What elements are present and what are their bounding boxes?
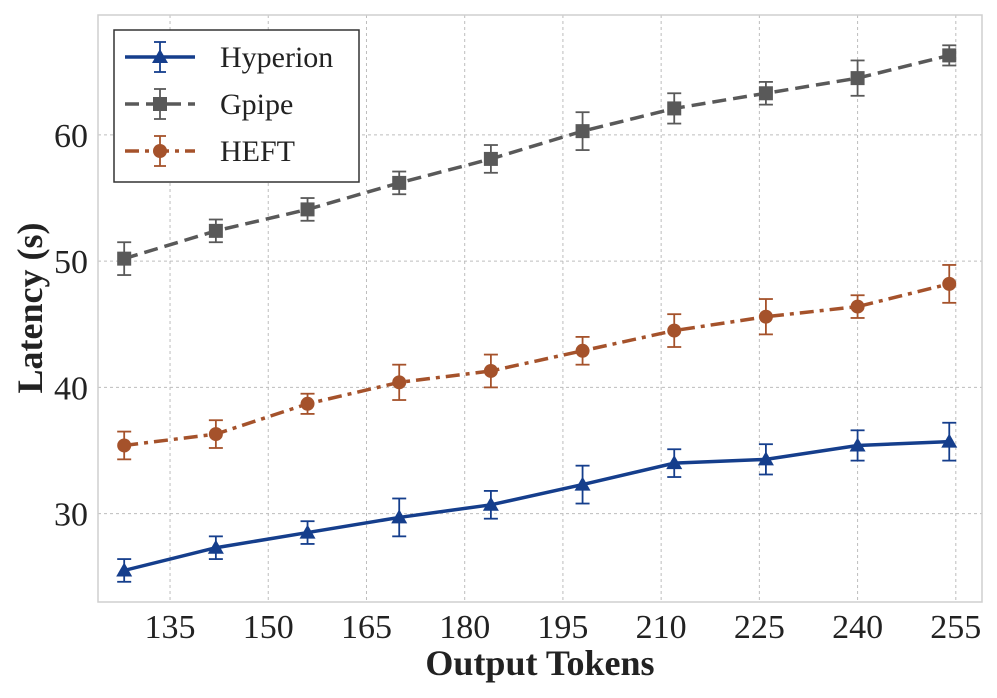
data-point-hyperion [849, 437, 866, 452]
x-tick-label: 255 [930, 609, 981, 646]
x-tick-label: 210 [636, 609, 687, 646]
legend-item-heft: HEFT [125, 135, 295, 168]
legend-item-gpipe: Gpipe [125, 88, 293, 121]
data-point-heft [575, 343, 590, 358]
x-tick-label: 225 [734, 609, 785, 646]
data-point-heft [667, 323, 682, 338]
data-point-heft [300, 396, 315, 411]
data-point-heft [392, 375, 407, 390]
y-tick-label: 30 [54, 497, 88, 534]
data-point-heft [850, 299, 865, 314]
x-tick-label: 165 [341, 609, 392, 646]
data-point-hyperion [574, 476, 591, 491]
x-tick-label: 135 [145, 609, 196, 646]
data-point-hyperion [207, 539, 224, 554]
series-line-heft [123, 282, 950, 448]
data-point-gpipe [208, 223, 223, 238]
data-point-gpipe [392, 175, 407, 190]
data-point-heft [117, 438, 132, 453]
y-tick-label: 50 [54, 244, 88, 281]
series-line-gpipe [123, 53, 950, 261]
legend-label-heft: HEFT [220, 135, 295, 168]
data-point-hyperion [941, 433, 958, 448]
data-point-heft [942, 276, 957, 291]
data-point-gpipe [758, 86, 773, 101]
data-point-gpipe [667, 101, 682, 116]
data-point-heft [208, 427, 223, 442]
legend-marker-gpipe [153, 97, 167, 111]
legend: Hyperion Gpipe HEFT [113, 29, 360, 183]
series-hyperion [116, 421, 958, 583]
series-layer [116, 44, 958, 583]
x-tick-label: 150 [243, 609, 294, 646]
data-point-hyperion [666, 455, 683, 470]
x-tick-label: 195 [537, 609, 588, 646]
legend-label-hyperion: Hyperion [220, 41, 333, 74]
data-point-gpipe [117, 251, 132, 266]
y-axis-ticks: 30 40 50 60 [54, 118, 88, 534]
data-point-hyperion [482, 496, 499, 511]
y-tick-label: 60 [54, 118, 88, 155]
data-point-gpipe [942, 48, 957, 63]
data-point-heft [758, 309, 773, 324]
data-point-hyperion [116, 562, 133, 577]
legend-item-hyperion: Hyperion [125, 41, 333, 74]
data-point-hyperion [757, 451, 774, 466]
x-tick-label: 240 [832, 609, 883, 646]
data-point-heft [483, 363, 498, 378]
legend-marker-hyperion [152, 49, 168, 63]
series-gpipe [117, 44, 957, 276]
y-tick-label: 40 [54, 370, 88, 407]
data-point-hyperion [299, 524, 316, 539]
data-point-gpipe [575, 124, 590, 139]
plot-area-frame [97, 14, 983, 603]
series-heft [117, 264, 957, 461]
x-axis-title: Output Tokens [425, 643, 654, 683]
data-point-gpipe [850, 71, 865, 86]
legend-marker-heft [153, 144, 167, 158]
y-axis-title: Latency (s) [10, 223, 50, 394]
data-point-gpipe [300, 202, 315, 217]
x-tick-label: 180 [439, 609, 490, 646]
x-axis-ticks: 135 150 165 180 195 210 225 240 255 [145, 609, 982, 646]
data-point-hyperion [391, 509, 408, 524]
data-point-gpipe [483, 151, 498, 166]
series-line-hyperion [123, 439, 950, 573]
legend-label-gpipe: Gpipe [220, 88, 293, 121]
